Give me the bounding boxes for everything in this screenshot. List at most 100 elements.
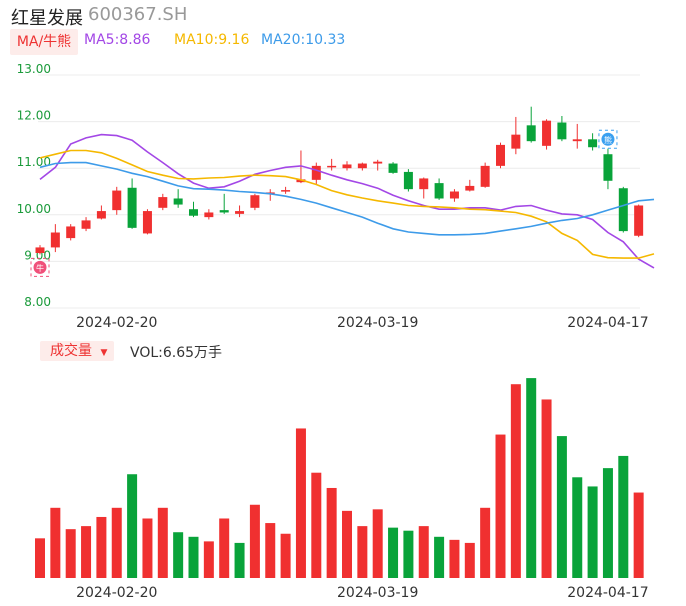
ma10-legend: MA10:9.16	[174, 32, 250, 48]
candle-body	[342, 164, 352, 169]
candle-body	[189, 209, 198, 216]
candle-body	[588, 139, 598, 148]
candle-body	[81, 220, 91, 229]
candle-body	[173, 198, 183, 205]
volume-bar	[219, 518, 230, 578]
candle-body	[219, 210, 229, 213]
candle-body	[158, 197, 168, 208]
y-tick-label: 11.00	[17, 155, 51, 169]
volume-bar	[35, 538, 45, 578]
ma20-legend: MA20:10.33	[261, 32, 346, 48]
candle-body	[311, 165, 321, 180]
volume-bar	[111, 507, 122, 578]
volume-bar	[541, 399, 552, 578]
volume-bar	[403, 530, 414, 578]
candle-body	[496, 144, 505, 166]
bear-marker-icon	[601, 132, 615, 146]
candle-body	[634, 205, 644, 236]
volume-bar	[234, 542, 245, 578]
volume-bar	[342, 510, 352, 578]
candle-body	[357, 163, 367, 169]
volume-bar	[265, 523, 276, 578]
volume-bar	[388, 527, 399, 578]
volume-bar	[203, 541, 214, 578]
volume-x-tick-label: 2024-02-20	[76, 585, 157, 601]
volume-bar	[81, 526, 92, 578]
candle-body	[373, 161, 383, 164]
volume-bar	[188, 536, 199, 578]
volume-bar	[418, 526, 429, 578]
bull-marker-label: 牛	[36, 263, 44, 273]
bull-marker-icon	[33, 260, 47, 274]
volume-bar	[633, 492, 644, 578]
volume-bar	[127, 474, 138, 578]
candle-body	[403, 171, 413, 190]
volume-value: VOL:6.65万手	[130, 345, 223, 361]
volume-bar	[357, 526, 368, 578]
candle-body	[449, 191, 459, 199]
y-tick-label: 8.00	[24, 295, 51, 309]
volume-bar	[372, 509, 383, 578]
volume-bar	[480, 507, 491, 578]
candle-body	[327, 165, 337, 168]
volume-bar	[157, 507, 168, 578]
candle-body	[127, 187, 137, 228]
volume-bar	[495, 434, 506, 578]
candle-body	[434, 183, 444, 199]
candle-body	[50, 232, 60, 248]
ma5-legend: MA5:8.86	[84, 32, 151, 48]
candle-body	[618, 188, 628, 232]
candle-body	[142, 211, 152, 234]
volume-bar	[173, 532, 184, 578]
volume-bar	[434, 536, 445, 578]
candle-body	[557, 122, 567, 140]
candle-body	[388, 163, 398, 173]
volume-bar	[526, 378, 537, 578]
candle-body	[542, 120, 552, 146]
y-tick-label: 10.00	[17, 202, 51, 216]
volume-bar	[572, 477, 583, 578]
volume-indicator-tab[interactable]: 成交量 ▼	[40, 341, 114, 361]
price-x-tick-label: 2024-04-17	[567, 315, 648, 331]
ma10-line	[39, 149, 655, 259]
candle-body	[526, 125, 536, 142]
candle-body	[511, 134, 521, 149]
price-x-tick-label: 2024-03-19	[337, 315, 418, 331]
candle-body	[96, 211, 106, 219]
candle-body	[465, 185, 475, 191]
volume-bar	[96, 516, 107, 578]
volume-x-tick-label: 2024-03-19	[337, 585, 418, 601]
candle-body	[112, 190, 122, 211]
volume-bar	[449, 539, 460, 578]
volume-bar	[50, 507, 61, 578]
volume-bar	[326, 487, 337, 578]
volume-bar	[587, 486, 598, 578]
volume-bar	[311, 472, 322, 578]
y-tick-label: 13.00	[17, 62, 51, 76]
ma5-line	[39, 133, 655, 269]
stock-code: 600367.SH	[88, 4, 188, 25]
candle-body	[204, 212, 214, 218]
volume-bar	[280, 533, 291, 578]
chevron-down-icon: ▼	[100, 348, 108, 358]
volume-bar	[602, 468, 613, 578]
candle-body	[603, 154, 613, 181]
volume-bar	[142, 518, 153, 578]
bear-marker-label: 熊	[604, 135, 612, 145]
bull-marker-frame	[30, 257, 50, 277]
volume-bar	[510, 384, 521, 578]
volume-bar	[249, 504, 260, 578]
volume-bar	[556, 436, 567, 578]
candle-body	[35, 247, 45, 254]
stock-name: 红星发展	[11, 8, 83, 29]
volume-bar	[295, 428, 306, 578]
ma-indicator-tab[interactable]: MA/牛熊	[10, 29, 78, 55]
volume-tab-label: 成交量	[50, 343, 92, 359]
candle-body	[250, 195, 260, 208]
volume-x-tick-label: 2024-04-17	[567, 585, 648, 601]
y-tick-label: 12.00	[17, 109, 51, 123]
volume-bar	[65, 529, 76, 578]
volume-bar	[464, 542, 475, 578]
candle-body	[235, 211, 245, 214]
